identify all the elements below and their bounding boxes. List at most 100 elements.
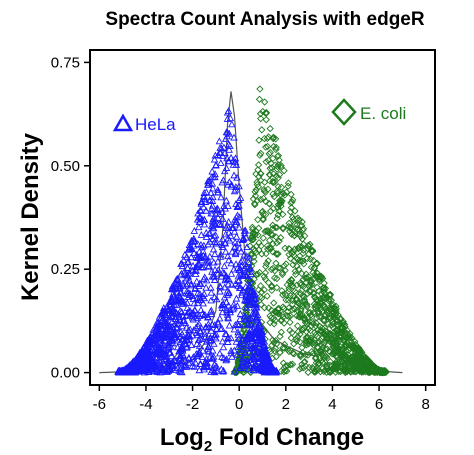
hela-point xyxy=(145,354,154,362)
ecoli-point xyxy=(274,174,282,182)
legend-ecoli: E. coli xyxy=(331,98,406,126)
hela-point xyxy=(248,309,257,317)
hela-point xyxy=(221,247,230,255)
hela-point xyxy=(227,349,236,357)
hela-point xyxy=(235,201,243,209)
hela-point xyxy=(234,277,243,285)
hela-point xyxy=(230,346,239,354)
hela-point xyxy=(225,321,234,329)
hela-point xyxy=(209,193,217,201)
ecoli-point xyxy=(286,224,294,232)
hela-point xyxy=(215,314,224,322)
hela-point xyxy=(252,314,260,322)
hela-point xyxy=(157,353,166,361)
hela-point xyxy=(202,188,211,196)
ecoli-point xyxy=(316,299,324,307)
ecoli-point xyxy=(285,219,293,227)
hela-point xyxy=(219,343,228,351)
hela-point xyxy=(173,343,182,351)
ecoli-point xyxy=(267,230,275,238)
hela-point xyxy=(217,159,225,166)
hela-point xyxy=(250,347,258,355)
hela-point xyxy=(188,292,197,299)
hela-point xyxy=(199,203,208,211)
ecoli-point xyxy=(279,210,287,219)
ecoli-point xyxy=(260,273,268,281)
hela-point xyxy=(199,263,207,271)
ecoli-point xyxy=(285,347,293,356)
hela-point xyxy=(262,347,270,355)
ecoli-point xyxy=(325,313,333,322)
hela-point xyxy=(241,270,249,278)
hela-point xyxy=(247,269,255,277)
hela-point xyxy=(168,317,176,325)
hela-point xyxy=(204,256,213,264)
hela-point xyxy=(195,347,203,355)
hela-point xyxy=(234,321,243,329)
hela-point xyxy=(228,224,236,231)
ecoli-point xyxy=(299,225,308,233)
hela-point xyxy=(179,281,187,289)
hela-point xyxy=(204,177,212,185)
hela-point xyxy=(177,352,185,359)
ecoli-point xyxy=(340,337,348,345)
hela-point xyxy=(168,336,176,344)
hela-point xyxy=(230,325,239,333)
hela-point xyxy=(221,230,230,238)
hela-point xyxy=(237,270,245,278)
hela-point xyxy=(245,275,254,283)
ecoli-point xyxy=(287,334,295,342)
ecoli-point xyxy=(302,270,310,278)
ecoli-point xyxy=(306,337,314,345)
hela-point xyxy=(155,329,164,337)
ecoli-point xyxy=(284,312,292,321)
y-tick-label: 0.25 xyxy=(51,261,80,278)
ecoli-point xyxy=(332,358,340,366)
hela-point xyxy=(192,313,200,321)
ecoli-point xyxy=(263,292,271,300)
hela-point xyxy=(195,341,204,349)
hela-point xyxy=(170,291,179,299)
ecoli-point xyxy=(321,294,330,303)
ecoli-point xyxy=(274,204,282,212)
ecoli-point xyxy=(281,367,289,375)
hela-point xyxy=(199,275,208,283)
hela-point xyxy=(233,202,242,210)
hela-point xyxy=(183,308,192,316)
hela-point xyxy=(210,339,218,347)
ecoli-point xyxy=(277,161,285,170)
legend-ecoli-label: E. coli xyxy=(360,104,406,123)
hela-point xyxy=(243,334,251,342)
ecoli-point xyxy=(287,204,296,212)
ecoli-point xyxy=(354,344,362,352)
ecoli-point xyxy=(281,266,289,275)
ecoli-point xyxy=(308,347,316,356)
ecoli-point xyxy=(282,188,291,196)
ecoli-point xyxy=(296,279,304,287)
hela-point xyxy=(176,307,185,315)
ecoli-point xyxy=(286,227,294,235)
ecoli-point xyxy=(281,244,289,252)
ecoli-point xyxy=(267,207,275,215)
ecoli-point xyxy=(274,306,282,314)
ecoli-point xyxy=(261,197,270,206)
hela-point xyxy=(195,319,203,327)
hela-point xyxy=(237,258,245,266)
hela-point xyxy=(184,245,193,253)
ecoli-point xyxy=(256,151,264,159)
hela-point xyxy=(218,353,226,360)
ecoli-point xyxy=(281,290,289,299)
hela-point xyxy=(211,250,219,258)
hela-point xyxy=(186,289,194,297)
hela-point xyxy=(176,294,185,302)
hela-point xyxy=(231,158,240,166)
ecoli-point xyxy=(295,313,303,321)
ecoli-point xyxy=(271,223,280,232)
hela-point xyxy=(224,180,232,188)
ecoli-point xyxy=(273,165,281,173)
hela-point xyxy=(211,170,219,178)
ecoli-point xyxy=(324,320,332,328)
hela-point xyxy=(187,341,196,349)
x-tick-label: -6 xyxy=(93,396,106,413)
